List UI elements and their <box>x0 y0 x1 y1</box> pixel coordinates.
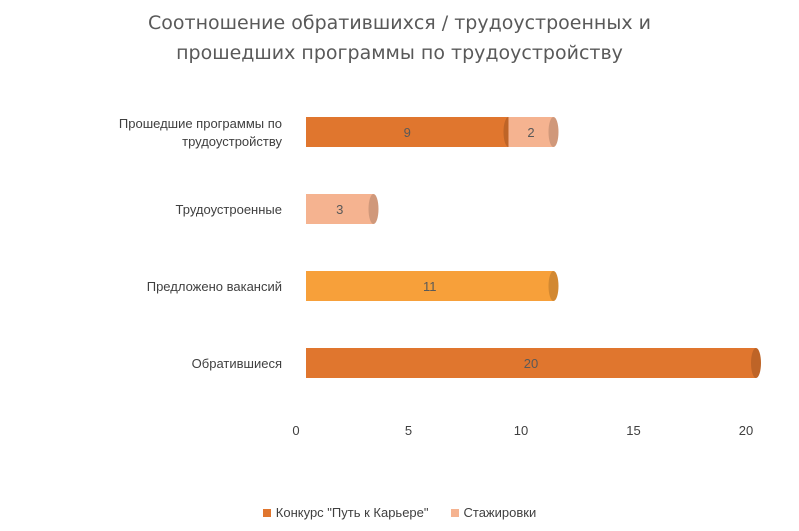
bar-body <box>306 348 756 378</box>
x-tick-label: 15 <box>626 423 640 438</box>
bar-0-series-1 <box>508 117 559 147</box>
bar-0-series-0 <box>306 117 514 147</box>
x-tick-label: 0 <box>292 423 299 438</box>
x-tick-label: 20 <box>739 423 753 438</box>
bar-cap <box>368 194 379 224</box>
bar-cap <box>548 117 559 147</box>
x-tick-label: 5 <box>405 423 412 438</box>
bar-cap <box>751 348 761 378</box>
bar-body <box>306 117 509 147</box>
data-label: 11 <box>423 279 437 294</box>
data-label: 2 <box>527 125 534 140</box>
category-label: Обратившиеся <box>192 356 282 371</box>
bar-body <box>508 117 554 147</box>
bar-body <box>306 194 374 224</box>
chart-title: Соотношение обратившихся / трудоустроенн… <box>0 8 799 68</box>
bar-body <box>306 271 554 301</box>
legend-label-stazhirovki: Стажировки <box>463 505 537 520</box>
category-label: трудоустройству <box>182 134 282 149</box>
data-label: 9 <box>404 125 411 140</box>
category-label: Трудоустроенные <box>176 202 282 217</box>
category-label: Предложено вакансий <box>147 279 282 294</box>
chart-title-line-2: прошедших программы по трудоустройству <box>176 42 623 64</box>
legend-swatch-stazhirovki <box>450 508 459 517</box>
bar-2-series-0 <box>306 271 559 301</box>
legend-item-stazhirovki: Стажировки <box>450 505 537 520</box>
x-tick-label: 10 <box>514 423 528 438</box>
category-label: Прошедшие программы по <box>119 116 282 131</box>
bar-3-series-0 <box>306 348 761 378</box>
chart-title-line-1: Соотношение обратившихся / трудоустроенн… <box>148 12 651 34</box>
data-label: 20 <box>524 356 538 371</box>
bar-1-series-1 <box>306 194 379 224</box>
data-label: 3 <box>336 202 343 217</box>
legend: Конкурс "Путь к Карьере" Стажировки <box>0 505 799 520</box>
legend-item-konkurs: Конкурс "Путь к Карьере" <box>262 505 429 520</box>
legend-label-konkurs: Конкурс "Путь к Карьере" <box>275 505 429 520</box>
bar-cap <box>548 271 559 301</box>
legend-swatch-konkurs <box>262 508 271 517</box>
